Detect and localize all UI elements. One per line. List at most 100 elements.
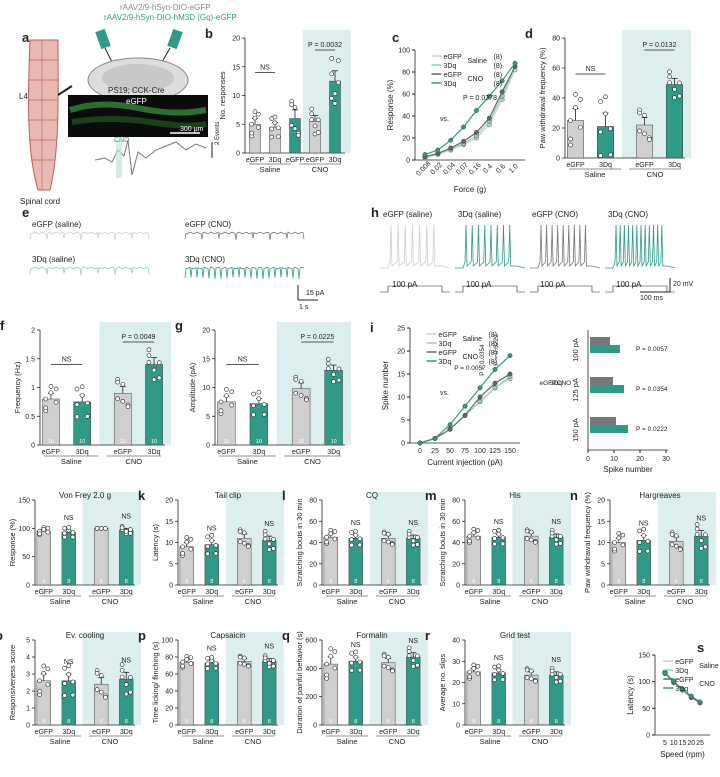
data-point xyxy=(492,541,497,547)
y-axis-label: Amplitude (pA) xyxy=(188,362,197,412)
schematic-a xyxy=(27,28,213,191)
data-point xyxy=(98,689,104,695)
bar-chart-n: Hargreaves 0 5 10 15 20 Paw withdrawal frequen… xyxy=(583,491,716,606)
data-point xyxy=(43,405,49,411)
group-label: Saline xyxy=(260,165,281,174)
x-tick-label: eGFP xyxy=(235,729,254,736)
y-tick-label: 10 xyxy=(165,540,173,547)
y-tick-label: 2 xyxy=(26,689,30,696)
n-label: 10 xyxy=(151,439,157,445)
y-tick-label: 0 xyxy=(169,723,173,730)
data-point xyxy=(673,533,679,539)
syringe-icon xyxy=(161,28,183,63)
y-tick-label: 0 xyxy=(406,158,410,165)
y-axis-label: Latency (s) xyxy=(151,523,160,561)
y-tick-label: 400 xyxy=(305,666,317,673)
x-tick-label: 3Dq xyxy=(76,449,89,456)
data-point xyxy=(312,123,318,129)
data-point xyxy=(349,542,354,548)
bar xyxy=(204,662,219,726)
data-point xyxy=(151,367,157,373)
y-tick-label: 20 xyxy=(452,561,460,568)
x-axis-label: Force (g) xyxy=(454,185,487,194)
data-point xyxy=(533,539,538,545)
x-tick-label: eGFP xyxy=(379,589,398,596)
data-point xyxy=(669,542,675,547)
data-point xyxy=(146,360,152,365)
legend-entry: eGFP xyxy=(675,659,694,666)
data-point xyxy=(448,145,454,151)
n-label: 8 xyxy=(412,579,415,585)
cno-label: CNO xyxy=(114,137,130,144)
data-point xyxy=(45,682,51,687)
data-point xyxy=(309,106,314,112)
data-point xyxy=(598,153,603,158)
step-label: 100 pA xyxy=(540,280,566,289)
data-point xyxy=(296,132,301,138)
chart-title: Capsaicin xyxy=(210,631,245,640)
n-label: 8 xyxy=(125,579,128,585)
x-tick-label: 3Dq xyxy=(327,449,340,456)
data-point xyxy=(620,532,626,538)
chart-title: Tail clip xyxy=(215,491,242,500)
data-point xyxy=(156,360,162,366)
data-point xyxy=(499,89,505,95)
current-trace xyxy=(29,231,150,240)
y-tick-label: 600 xyxy=(305,638,317,645)
x-tick-label: eGFP xyxy=(217,449,236,456)
data-point xyxy=(316,117,321,123)
y-axis-label: Paw withdrawal frequency (%) xyxy=(538,47,547,148)
ap-traces-h xyxy=(380,224,676,293)
data-point xyxy=(620,542,626,548)
data-point xyxy=(328,531,334,537)
data-point xyxy=(251,403,256,408)
data-point xyxy=(500,677,506,682)
data-point xyxy=(637,110,642,116)
data-point xyxy=(492,671,497,677)
x-tick-label: 3Dq xyxy=(205,729,218,736)
data-point xyxy=(390,668,395,674)
data-point xyxy=(474,108,479,113)
panel-label-a: a xyxy=(22,30,30,45)
group-label: CNO xyxy=(389,737,406,746)
panel-label-l: l xyxy=(282,488,286,503)
group-label: CNO xyxy=(125,457,142,466)
data-point xyxy=(115,396,120,401)
y-tick-label: 40 xyxy=(552,96,560,103)
group-label: CNO xyxy=(245,597,262,606)
data-point xyxy=(688,693,694,699)
data-point xyxy=(123,682,129,687)
data-point xyxy=(256,396,262,402)
data-point xyxy=(241,655,247,661)
group-label: Saline xyxy=(193,737,214,746)
y-axis-label: Response (%) xyxy=(8,518,17,566)
action-potential-trace xyxy=(605,224,676,269)
x-tick-label: 0.6 xyxy=(495,163,507,175)
data-point xyxy=(578,124,583,130)
n-label: 8 xyxy=(100,579,103,585)
data-point xyxy=(467,669,472,675)
data-point xyxy=(492,677,497,683)
data-point xyxy=(275,125,281,131)
group-label: CNO xyxy=(389,597,406,606)
data-point xyxy=(381,653,387,659)
chart-title: CQ xyxy=(366,491,378,500)
data-point xyxy=(241,530,247,536)
data-point xyxy=(103,695,108,700)
x-tick-label: 125 xyxy=(489,448,501,455)
data-point xyxy=(680,687,685,693)
data-point xyxy=(94,670,100,676)
data-point xyxy=(549,668,555,674)
row-label: 125 pA xyxy=(571,378,580,402)
data-point xyxy=(256,389,262,395)
data-point xyxy=(353,649,359,655)
chart-title: Hargreaves xyxy=(639,491,680,500)
bar-chart-m: His 0 20 40 60 80 Scratching bouts in 30 min 8 e… xyxy=(438,491,571,606)
scale-label: 15 pA xyxy=(306,290,325,297)
y-axis-label: Frequency (Hz) xyxy=(13,361,22,413)
y-tick-label: 50 xyxy=(642,706,650,713)
y-tick-label: 60 xyxy=(452,519,460,526)
y-tick-label: 20 xyxy=(397,349,405,356)
y-tick-label: 80 xyxy=(165,655,173,662)
row-label: 100 pA xyxy=(571,338,580,362)
